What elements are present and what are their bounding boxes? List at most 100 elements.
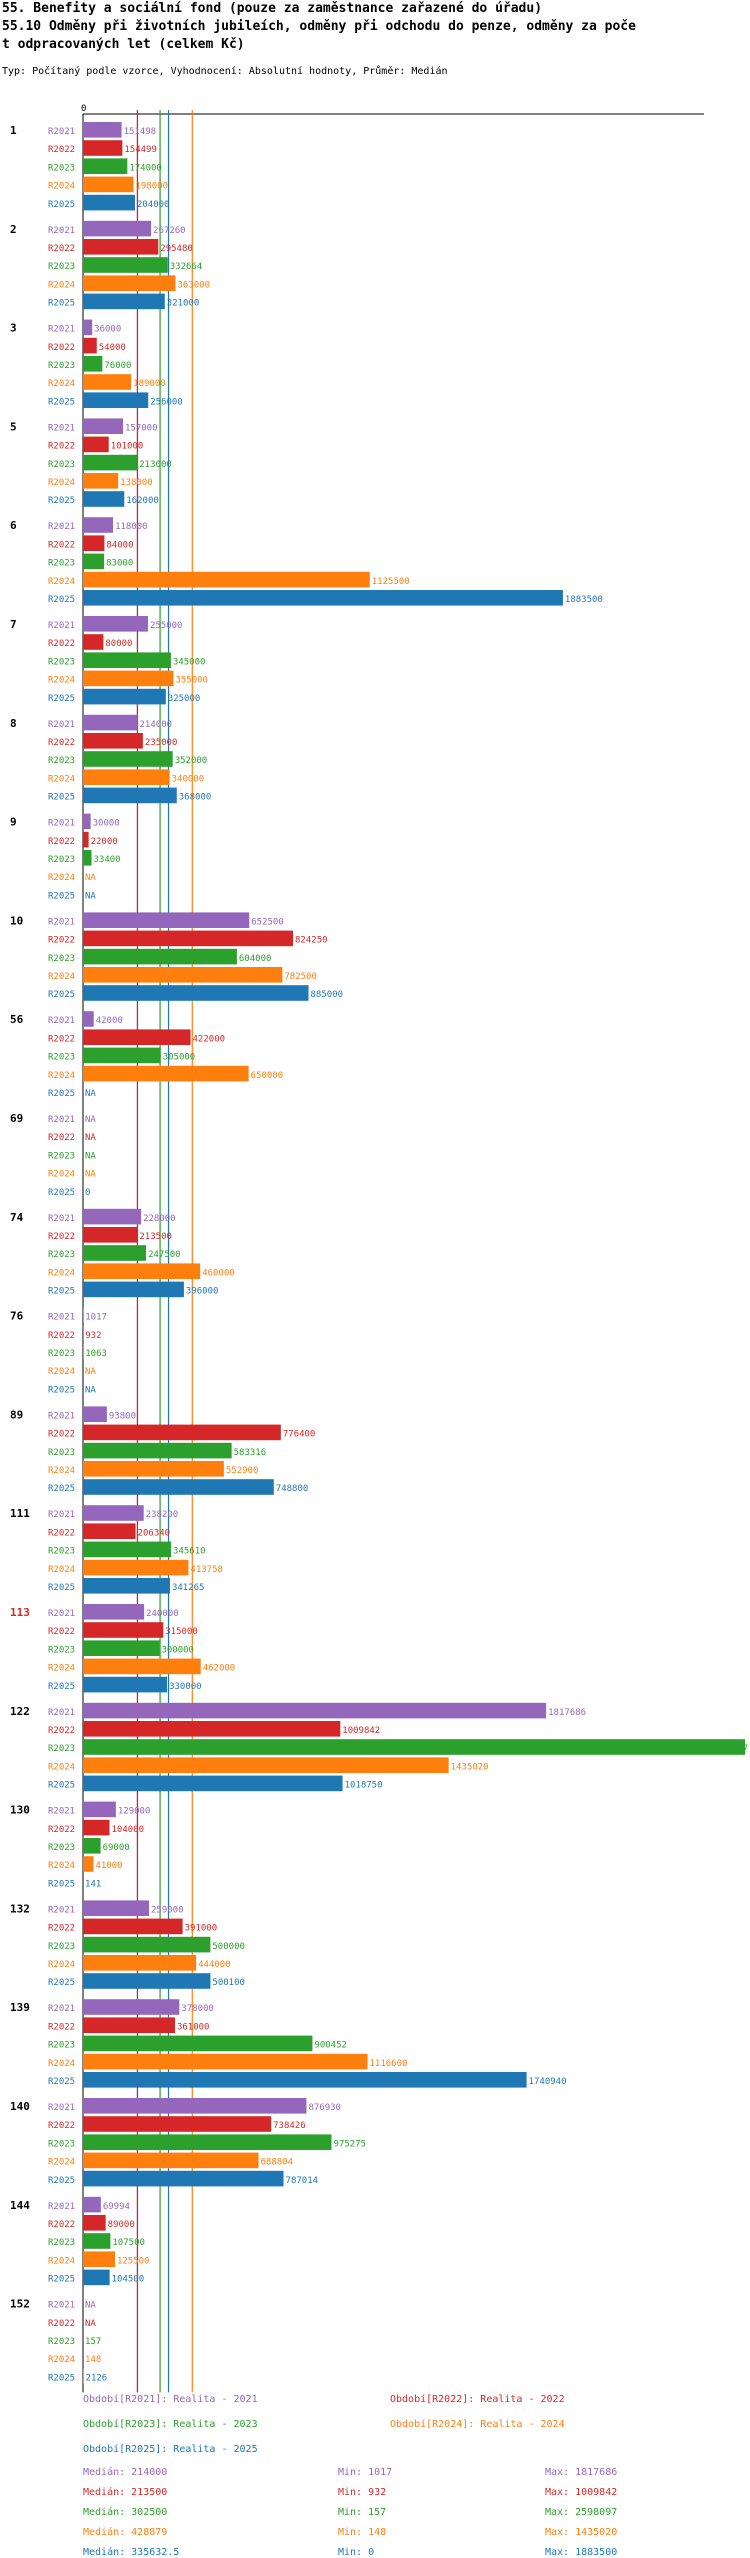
bar-130-r2024: [83, 1856, 93, 1872]
data-label-144-r2022: 89000: [108, 2220, 135, 2230]
stat-median: Medián: 302500: [83, 2507, 167, 2518]
series-label: R2023: [48, 2238, 75, 2248]
series-label: R2022: [48, 1232, 75, 1242]
data-label-130-r2023: 69000: [103, 1843, 130, 1853]
group-label-89: 89: [10, 1408, 23, 1421]
bar-6-r2023: [83, 554, 104, 570]
series-label: R2023: [48, 262, 75, 272]
series-label: R2022: [48, 244, 75, 254]
stat-min: Min: 1017: [338, 2467, 392, 2478]
group-label-1: 1: [10, 124, 17, 137]
series-label: R2025: [48, 891, 75, 901]
series-label: R2022: [48, 442, 75, 452]
bar-113-r2024: [83, 1659, 201, 1675]
data-label-7-r2023: 345000: [173, 657, 206, 667]
series-label: R2024: [48, 2158, 75, 2168]
series-label: R2024: [48, 972, 75, 982]
data-label-9-r2024: NA: [85, 873, 96, 883]
series-label: R2023: [48, 1942, 75, 1952]
data-label-56-r2022: 422000: [193, 1034, 226, 1044]
bar-3-r2022: [83, 338, 97, 354]
data-label-76-r2023: 1063: [85, 1349, 107, 1359]
data-label-69-r2023: NA: [85, 1151, 96, 1161]
data-label-6-r2021: 118000: [115, 522, 148, 532]
data-label-152-r2021: NA: [85, 2301, 96, 2311]
bar-144-r2021: [83, 2197, 101, 2213]
bar-130-r2022: [83, 1820, 109, 1836]
group-label-6: 6: [10, 519, 17, 532]
data-label-74-r2023: 247500: [148, 1250, 181, 1260]
series-label: R2022: [48, 1924, 75, 1934]
series-label: R2023: [48, 756, 75, 766]
group-label-8: 8: [10, 717, 17, 730]
series-label: R2021: [48, 621, 75, 631]
bar-132-r2022: [83, 1919, 183, 1935]
data-label-111-r2025: 341265: [172, 1583, 205, 1593]
data-label-74-r2021: 228000: [143, 1214, 176, 1224]
group-label-130: 130: [10, 1804, 30, 1817]
group-label-140: 140: [10, 2100, 30, 2113]
series-label: R2025: [48, 1385, 75, 1395]
series-label: R2023: [48, 1448, 75, 1458]
series-label: R2021: [48, 1807, 75, 1817]
group-label-122: 122: [10, 1705, 30, 1718]
series-label: R2021: [48, 522, 75, 532]
series-label: R2024: [48, 1762, 75, 1772]
series-label: R2024: [48, 873, 75, 883]
group-label-69: 69: [10, 1112, 23, 1125]
bar-1-r2025: [83, 195, 135, 211]
bar-2-r2025: [83, 294, 165, 310]
data-label-111-r2024: 413758: [190, 1565, 223, 1575]
data-label-144-r2024: 125500: [117, 2256, 150, 2266]
bar-111-r2023: [83, 1542, 171, 1558]
data-label-69-r2021: NA: [85, 1115, 96, 1125]
bar-2-r2023: [83, 257, 168, 273]
data-label-139-r2022: 361000: [177, 2022, 210, 2032]
bar-152-r2025: [83, 2368, 84, 2384]
series-label: R2021: [48, 819, 75, 829]
group-label-76: 76: [10, 1310, 24, 1323]
series-label: R2023: [48, 1250, 75, 1260]
data-label-122-r2021: 1817686: [548, 1708, 586, 1718]
data-label-6-r2024: 1125500: [372, 577, 410, 587]
series-label: R2021: [48, 1411, 75, 1421]
data-label-56-r2021: 42000: [96, 1016, 123, 1026]
series-label: R2024: [48, 1664, 75, 1674]
series-label: R2025: [48, 496, 75, 506]
data-label-69-r2024: NA: [85, 1170, 96, 1180]
bar-9-r2021: [83, 814, 91, 830]
group-label-113: 113: [10, 1606, 30, 1619]
data-label-5-r2024: 138000: [120, 478, 153, 488]
series-label: R2025: [48, 1583, 75, 1593]
bar-144-r2022: [83, 2215, 106, 2231]
bar-1-r2021: [83, 122, 122, 138]
series-label: R2025: [48, 200, 75, 210]
group-label-74: 74: [10, 1211, 24, 1224]
data-label-1-r2022: 154499: [124, 145, 157, 155]
bar-10-r2021: [83, 912, 249, 928]
group-label-132: 132: [10, 1902, 30, 1915]
series-label: R2024: [48, 2256, 75, 2266]
bar-6-r2025: [83, 590, 563, 606]
series-label: R2023: [48, 1744, 75, 1754]
data-label-139-r2021: 378000: [181, 2004, 214, 2014]
data-label-7-r2021: 255000: [150, 621, 183, 631]
bar-10-r2023: [83, 949, 237, 965]
series-label: R2022: [48, 2319, 75, 2329]
data-label-2-r2021: 267260: [153, 226, 186, 236]
bar-89-r2022: [83, 1425, 281, 1441]
series-label: R2021: [48, 325, 75, 335]
data-label-139-r2025: 1740940: [529, 2077, 567, 2087]
data-label-10-r2022: 824250: [295, 936, 328, 946]
data-label-132-r2025: 500100: [212, 1978, 245, 1988]
stat-min: Min: 932: [338, 2487, 386, 2498]
data-label-74-r2024: 460000: [202, 1268, 235, 1278]
bar-56-r2023: [83, 1048, 161, 1064]
series-label: R2025: [48, 299, 75, 309]
data-label-89-r2024: 552900: [226, 1466, 259, 1476]
data-label-3-r2023: 76000: [104, 361, 131, 371]
series-label: R2024: [48, 1466, 75, 1476]
stat-max: Max: 1009842: [545, 2487, 617, 2498]
data-label-1-r2021: 151498: [124, 127, 157, 137]
data-label-5-r2023: 213000: [139, 460, 172, 470]
